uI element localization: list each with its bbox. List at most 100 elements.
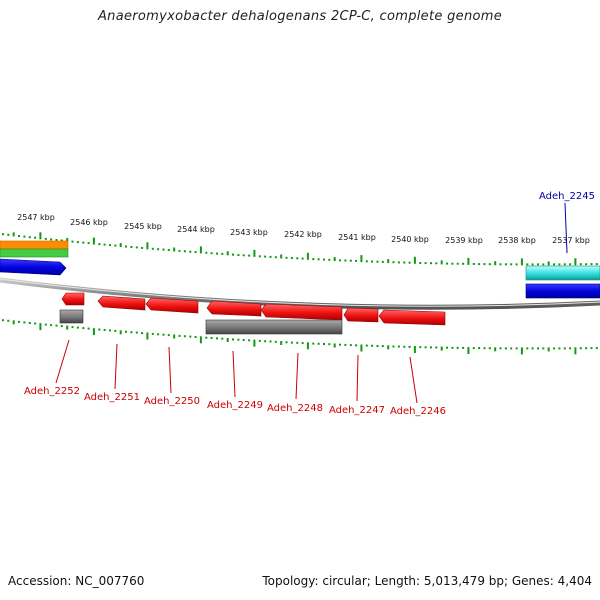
tick-mark xyxy=(232,338,234,341)
leader-line xyxy=(168,346,172,394)
reverse-cds-adeh-2246[interactable] xyxy=(378,309,446,326)
tick-mark xyxy=(2,319,4,322)
tick-mark xyxy=(210,337,213,339)
tick-mark xyxy=(71,240,74,243)
forward-cds-blue[interactable] xyxy=(525,283,600,299)
tick-mark xyxy=(242,339,245,341)
tick-mark xyxy=(50,324,53,327)
tick-mark xyxy=(563,263,566,266)
tick-mark xyxy=(515,263,518,266)
tick-mark xyxy=(66,238,69,242)
tick-mark xyxy=(125,245,127,248)
orange-feature[interactable] xyxy=(0,240,69,250)
tick-mark xyxy=(173,334,176,339)
tick-mark xyxy=(18,235,20,237)
tick-label: 2542 kbp xyxy=(284,230,322,239)
tick-mark xyxy=(39,232,42,240)
tick-mark xyxy=(157,248,160,251)
tick-label: 2540 kbp xyxy=(391,235,429,244)
tick-label: 2538 kbp xyxy=(498,236,536,245)
leader-line xyxy=(55,339,70,384)
tick-mark xyxy=(189,335,192,338)
reverse-cds-adeh-2252[interactable] xyxy=(61,292,85,306)
tick-mark xyxy=(547,261,550,266)
tick-mark xyxy=(365,260,368,263)
leader-line xyxy=(114,343,118,390)
gene-label-adeh-2251[interactable]: Adeh_2251 xyxy=(84,392,140,403)
map-title: Anaeromyxobacter dehalogenans 2CP-C, com… xyxy=(97,9,503,24)
tick-mark xyxy=(371,260,374,263)
tick-mark xyxy=(504,263,507,266)
tick-mark xyxy=(317,342,320,345)
tick-mark xyxy=(7,319,10,322)
reverse-cds-adeh-2251[interactable] xyxy=(97,295,146,311)
tick-mark xyxy=(397,345,400,348)
tick-mark xyxy=(413,346,416,353)
tick-mark xyxy=(381,260,384,263)
tick-mark xyxy=(130,246,133,248)
tick-mark xyxy=(205,251,208,254)
tick-mark xyxy=(205,336,208,339)
tick-mark xyxy=(355,259,358,262)
reverse-cds-adeh-2249[interactable] xyxy=(206,300,262,317)
tick-mark xyxy=(130,331,133,334)
green-feature[interactable] xyxy=(0,248,69,258)
tick-mark xyxy=(360,344,363,352)
gene-label-adeh-2250[interactable]: Adeh_2250 xyxy=(144,396,200,407)
tick-mark xyxy=(237,338,240,341)
tick-mark xyxy=(306,252,309,260)
tick-mark xyxy=(167,249,170,251)
gene-label-adeh-2245[interactable]: Adeh_2245 xyxy=(539,191,595,202)
gene-label-adeh-2246[interactable]: Adeh_2246 xyxy=(390,406,446,417)
tick-mark xyxy=(440,346,443,351)
tick-mark xyxy=(157,333,160,336)
tick-mark xyxy=(285,341,288,344)
reverse-cds-adeh-2247[interactable] xyxy=(343,307,379,323)
tick-mark xyxy=(7,233,10,236)
tick-mark xyxy=(317,258,320,261)
tick-mark xyxy=(472,263,475,265)
tick-mark xyxy=(440,260,443,265)
tick-mark xyxy=(82,327,85,330)
tick-mark xyxy=(253,339,256,347)
reverse-cds-adeh-2248[interactable] xyxy=(260,303,343,321)
gene-label-adeh-2248[interactable]: Adeh_2248 xyxy=(267,403,323,414)
tick-mark xyxy=(141,332,144,335)
reverse-gene-block[interactable] xyxy=(205,319,343,335)
tick-mark xyxy=(467,347,470,354)
tick-mark xyxy=(542,263,545,266)
tick-mark xyxy=(146,242,149,250)
tick-mark xyxy=(55,324,58,327)
tick-label: 2547 kbp xyxy=(17,213,55,222)
tick-label: 2545 kbp xyxy=(124,222,162,231)
forward-cds-arrow-left[interactable] xyxy=(0,258,67,276)
tick-mark xyxy=(253,249,256,257)
tick-mark xyxy=(488,347,491,350)
tick-mark xyxy=(167,334,170,337)
tick-mark xyxy=(50,238,53,241)
tick-label: 2541 kbp xyxy=(338,233,376,242)
tick-mark xyxy=(87,242,90,245)
gene-label-adeh-2249[interactable]: Adeh_2249 xyxy=(207,400,263,411)
tick-mark xyxy=(232,253,234,256)
tick-mark xyxy=(387,259,390,264)
gene-label-adeh-2252[interactable]: Adeh_2252 xyxy=(24,386,80,397)
tick-mark xyxy=(248,339,251,342)
gene-label-adeh-2247[interactable]: Adeh_2247 xyxy=(329,405,385,416)
tick-mark xyxy=(199,246,202,254)
tick-mark xyxy=(103,243,106,246)
tick-mark xyxy=(151,332,154,335)
tick-mark xyxy=(221,252,224,255)
reverse-cds-adeh-2250[interactable] xyxy=(145,297,199,314)
forward-gene-cyan[interactable] xyxy=(525,265,600,281)
tick-mark xyxy=(483,263,486,266)
tick-mark xyxy=(328,343,331,346)
tick-mark xyxy=(446,262,448,265)
tick-mark xyxy=(430,262,432,265)
tick-mark xyxy=(467,257,470,265)
tick-mark xyxy=(488,263,491,266)
tick-mark xyxy=(403,261,406,264)
reverse-gene-adeh-2252[interactable] xyxy=(59,309,84,324)
tick-mark xyxy=(242,254,245,257)
